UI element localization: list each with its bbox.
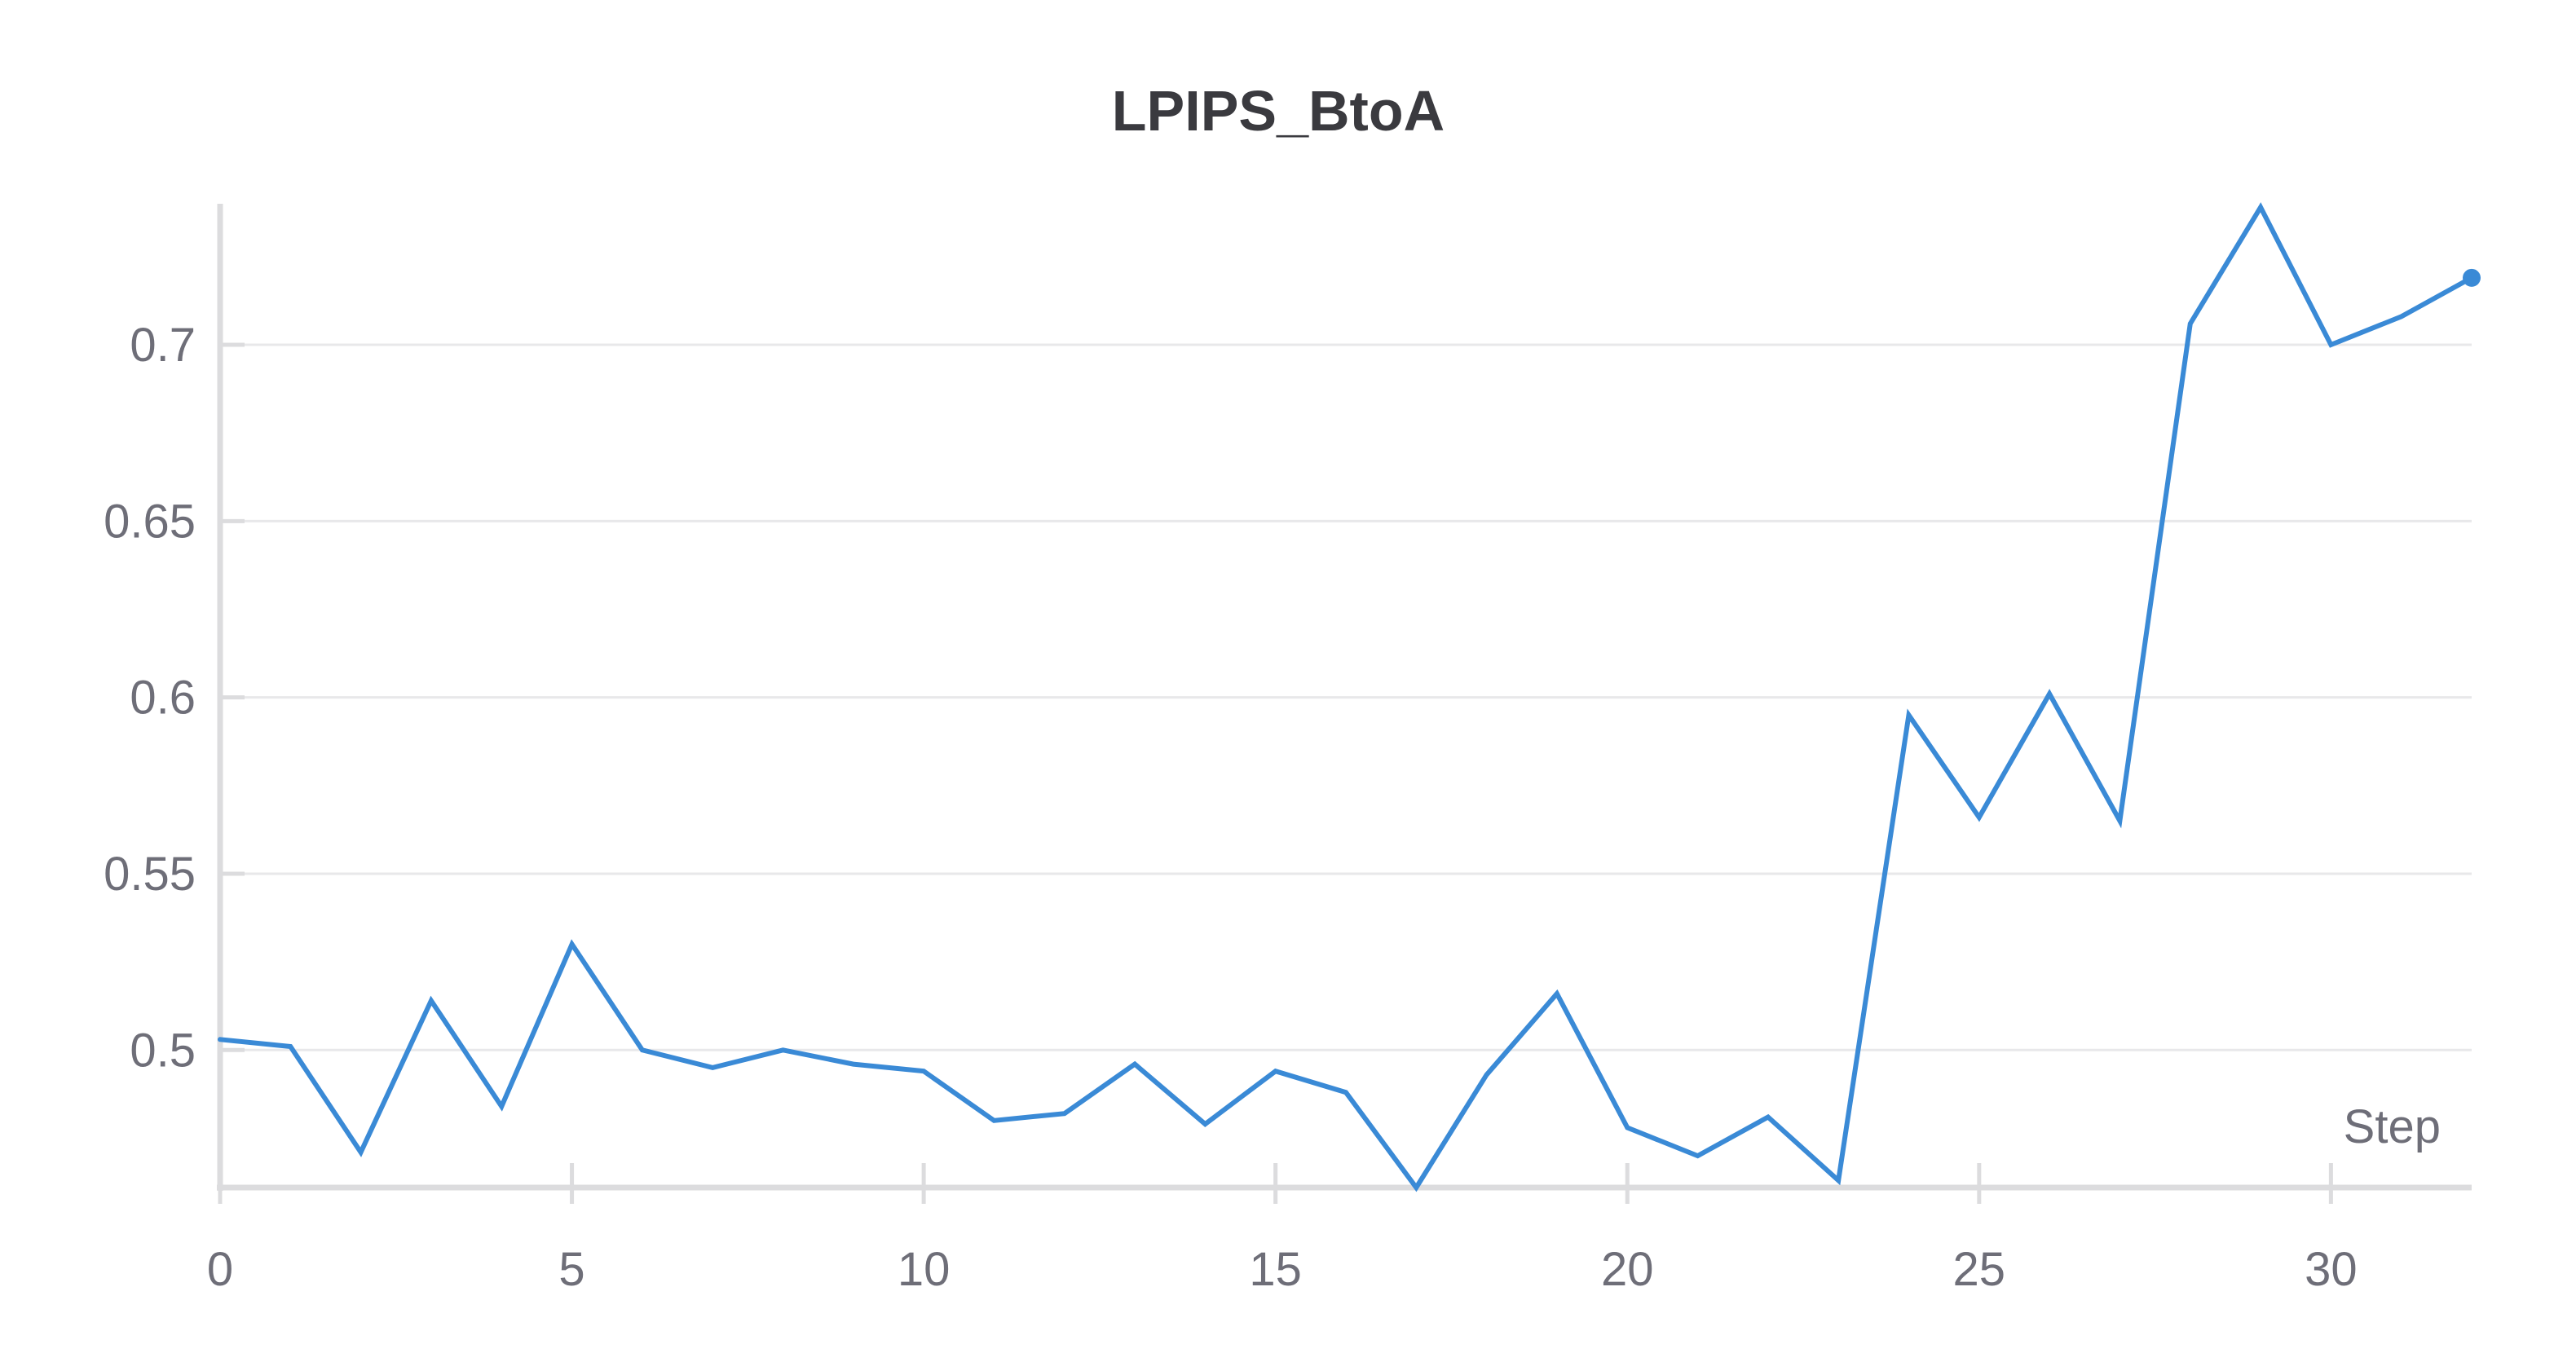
data-point	[921, 1069, 926, 1073]
data-point	[2188, 321, 2193, 326]
data-point	[1484, 1073, 1489, 1078]
x-tick-label: 10	[898, 1243, 951, 1296]
data-point	[429, 998, 434, 1003]
data-point	[1907, 712, 1912, 717]
data-point	[2399, 314, 2404, 319]
x-axis-title: Step	[2344, 1100, 2441, 1153]
series-layer	[218, 202, 2481, 1192]
data-point	[1766, 1114, 1771, 1119]
series-line	[218, 202, 2474, 1192]
data-point	[2258, 205, 2263, 209]
y-tick-label: 0.5	[130, 1024, 196, 1077]
data-point	[1273, 1069, 1278, 1073]
data-point	[570, 941, 575, 946]
axes	[217, 204, 2472, 1204]
data-point	[1132, 1062, 1137, 1067]
data-point	[781, 1047, 786, 1052]
data-point	[2047, 691, 2052, 696]
x-tick-label: 5	[558, 1243, 584, 1296]
x-tick-label: 25	[1953, 1243, 2006, 1296]
x-tick-label: 0	[207, 1243, 233, 1296]
data-point	[2328, 342, 2333, 347]
chart-title: LPIPS_BtoA	[1112, 79, 1445, 143]
data-point	[218, 1037, 223, 1042]
data-point	[288, 1044, 293, 1049]
tick-labels: 0.5 0.55 0.6 0.65 0.7 0 5 10 15 20 25 30	[104, 319, 2358, 1296]
data-point	[1555, 991, 1559, 996]
data-point	[1696, 1153, 1700, 1158]
y-tick-label: 0.65	[104, 495, 196, 548]
x-tick-label: 30	[2305, 1243, 2358, 1296]
data-point	[499, 1104, 504, 1108]
y-tick-label: 0.7	[130, 319, 196, 372]
y-tick-label: 0.55	[104, 848, 196, 901]
data-point	[640, 1047, 645, 1052]
data-point	[710, 1065, 715, 1070]
last-point-marker	[2463, 268, 2481, 287]
data-point	[1977, 815, 1982, 820]
y-tick-label: 0.6	[130, 672, 196, 725]
data-point	[1414, 1185, 1418, 1190]
data-point	[1202, 1122, 1207, 1126]
data-point	[1343, 1090, 1348, 1095]
data-point	[359, 1150, 364, 1155]
data-point	[991, 1118, 996, 1123]
data-point	[1062, 1111, 1067, 1116]
data-point	[1625, 1125, 1630, 1130]
x-tick-label: 15	[1249, 1243, 1302, 1296]
x-tick-label: 20	[1601, 1243, 1654, 1296]
data-point	[2117, 818, 2122, 823]
data-point	[851, 1062, 856, 1067]
grid-lines	[220, 343, 2472, 1051]
data-point	[1836, 1178, 1841, 1183]
